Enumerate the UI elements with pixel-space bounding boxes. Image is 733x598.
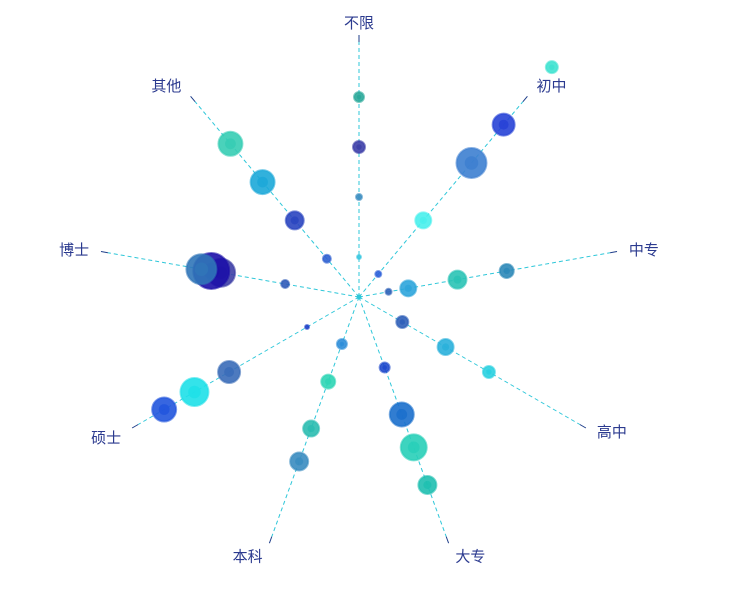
data-point-core-4-1 [396, 409, 408, 420]
axis-label-3: 高中 [597, 423, 627, 441]
data-point-core-3-2 [486, 369, 492, 375]
data-point-core-2-3 [503, 267, 510, 275]
axis-tick-8 [190, 95, 196, 102]
axis-label-0: 不限 [344, 14, 374, 32]
data-point-0-0 [356, 254, 362, 260]
data-point-core-5-1 [325, 378, 332, 385]
axis-label-6: 硕士 [91, 429, 121, 447]
axis-line-3 [358, 296, 581, 425]
data-point-core-2-1 [404, 284, 412, 292]
axis-label-8: 其他 [151, 77, 181, 95]
data-point-core-6-2 [188, 385, 201, 399]
center-marker [356, 294, 362, 300]
data-point-core-1-3 [498, 119, 509, 130]
data-point-core-1-4 [549, 64, 555, 70]
data-point-core-5-3 [295, 457, 304, 466]
data-point-core-3-1 [442, 343, 450, 351]
data-point-core-4-2 [407, 441, 420, 454]
data-point-core-4-3 [423, 480, 432, 489]
data-point-core-1-1 [419, 216, 427, 224]
axis-tick-2 [610, 251, 618, 254]
axis-line-2 [358, 252, 611, 298]
data-point-core-8-2 [257, 176, 268, 188]
axis-tick-3 [579, 424, 587, 429]
axis-tick-5 [268, 536, 273, 544]
axis-label-4: 大专 [455, 548, 485, 566]
data-point-core-8-1 [290, 216, 299, 225]
data-point-2-0 [384, 287, 393, 296]
axis-tick-6 [131, 424, 139, 429]
data-point-core-6-3 [158, 404, 170, 415]
data-point-core-5-0 [339, 341, 345, 347]
data-point-core-4-0 [382, 365, 387, 370]
data-point-core-3-0 [399, 319, 406, 325]
data-point-core-7-3 [194, 262, 209, 276]
axis-label-7: 博士 [59, 241, 89, 259]
axis-label-2: 中专 [629, 241, 659, 259]
axis-line-1 [358, 101, 524, 298]
data-point-core-5-2 [307, 424, 315, 433]
data-point-core-0-2 [356, 144, 362, 150]
axis-label-5: 本科 [233, 548, 263, 566]
axis-label-1: 初中 [537, 77, 567, 95]
axis-tick-4 [445, 536, 450, 544]
data-point-core-0-3 [356, 94, 362, 100]
data-point-core-2-2 [453, 275, 462, 284]
data-point-1-0 [374, 270, 383, 279]
data-point-7-0 [280, 278, 291, 289]
axis-tick-7 [100, 251, 108, 254]
data-point-core-6-1 [224, 367, 235, 377]
axis-tick-1 [522, 95, 528, 102]
data-point-core-1-2 [464, 156, 479, 170]
axis-line-5 [271, 296, 360, 537]
data-point-6-0 [304, 324, 311, 330]
data-point-0-1 [355, 193, 363, 201]
data-point-8-0 [321, 253, 332, 264]
data-point-core-8-3 [225, 138, 236, 150]
